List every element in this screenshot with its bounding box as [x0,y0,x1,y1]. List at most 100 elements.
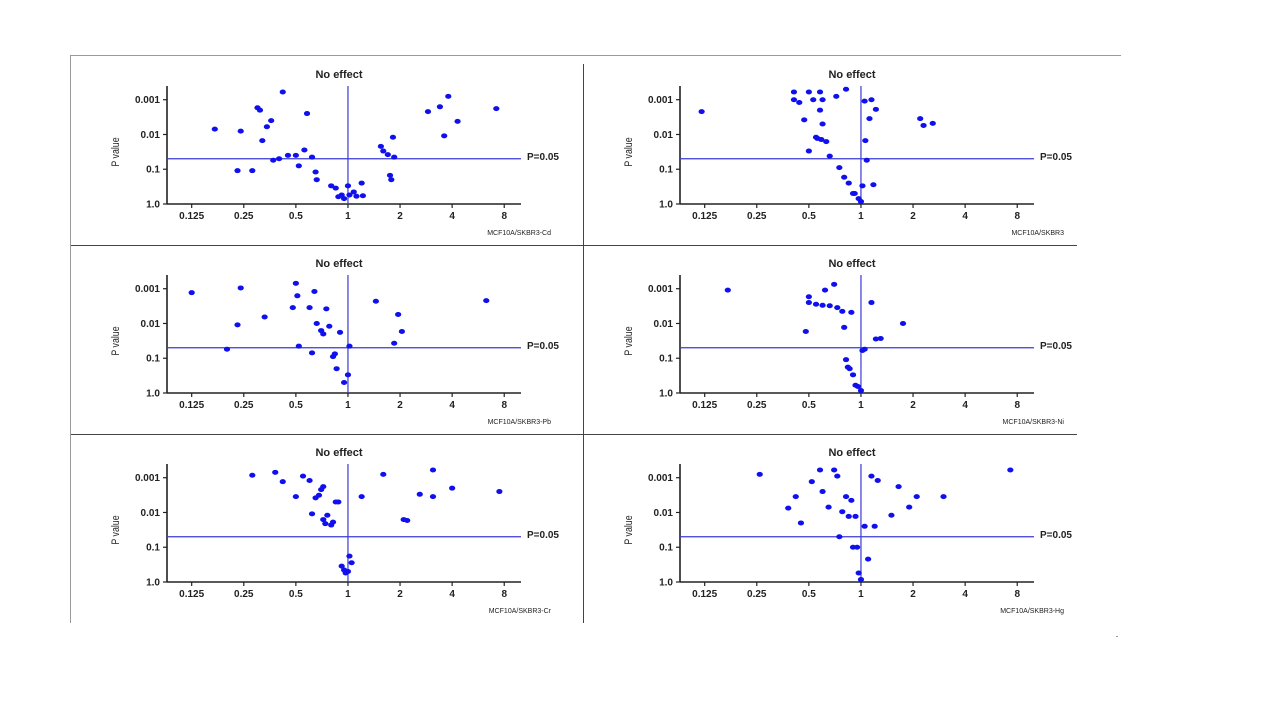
data-point [868,473,875,479]
x-tick-label: 8 [501,211,507,222]
data-point [816,89,824,95]
figure-grid: No effect P value 0.001 0.01 0.1 1.0 0.125 0.25… [70,55,1121,623]
data-point [275,156,283,162]
data-point [836,165,843,171]
data-point [845,513,852,519]
x-tick-label: 4 [449,400,455,411]
data-point [861,98,868,104]
scatter-plot: No effect P value 0.001 0.01 0.1 1.0 0.125 0.25… [623,447,1072,615]
data-point [805,89,812,95]
data-point [380,148,387,154]
data-point [326,323,333,329]
data-point [211,126,218,132]
data-point [868,300,875,306]
y-tick-label: 0.1 [659,165,673,176]
data-point [234,322,241,328]
data-point [335,499,342,505]
data-point [855,570,862,576]
x-tick-label: 8 [501,400,507,411]
data-point [842,86,850,92]
data-point [353,193,360,199]
scatter-plot: No effect P value 0.001 0.01 0.1 1.0 0.125 0.25… [623,69,1072,237]
data-point [872,106,880,112]
x-tick-label: 0.125 [692,589,717,600]
y-tick-label: 0.1 [146,543,160,554]
threshold-label: P=0.05 [1040,341,1072,352]
data-point [336,329,344,335]
panel-divider-horizontal [71,245,1077,246]
data-point [237,285,244,291]
x-tick-label: 0.125 [692,211,717,222]
x-tick-label: 1 [858,589,864,600]
data-point [1007,467,1014,473]
data-point [359,193,367,199]
x-tick-label: 1 [345,400,351,411]
data-point [871,523,878,529]
threshold-label: P=0.05 [527,152,559,163]
data-point [854,544,861,550]
chart-panel: No effect P value 0.001 0.01 0.1 1.0 0.125 0.25… [71,245,584,434]
data-point [816,467,824,473]
data-point [350,189,357,195]
chart-title: No effect [828,69,875,81]
data-point [839,509,846,515]
data-point [895,484,902,490]
data-point [888,512,895,518]
x-tick-label: 2 [910,589,916,600]
x-tick-label: 4 [449,589,455,600]
data-point [449,485,456,491]
scatter-plot: No effect P value 0.001 0.01 0.1 1.0 0.125 0.25… [110,447,559,615]
scatter-plot: No effect P value 0.001 0.01 0.1 1.0 0.125 0.25… [623,258,1072,426]
data-point [845,180,852,186]
x-tick-label: 0.5 [802,589,816,600]
scatter-plot: No effect P value 0.001 0.01 0.1 1.0 0.125 0.25… [110,69,559,237]
y-tick-label: 0.01 [141,319,161,330]
x-tick-label: 4 [449,211,455,222]
data-point [346,343,353,349]
x-tick-label: 0.25 [747,400,767,411]
data-point [395,311,402,317]
data-point [940,494,947,500]
x-tick-label: 1 [858,211,864,222]
data-point [445,93,452,99]
data-point [870,182,877,188]
data-point [341,380,348,386]
data-point [306,477,313,483]
data-point [698,109,705,115]
y-tick-label: 0.01 [654,319,674,330]
data-point [388,177,395,183]
y-tick-label: 0.1 [659,354,673,365]
panel-divider-horizontal [71,434,1077,435]
data-point [862,138,869,144]
data-point [429,467,437,473]
data-point [865,556,872,562]
data-point [313,320,320,326]
data-point [831,281,838,287]
data-point [805,300,812,306]
data-point [812,301,820,307]
y-axis-label: P value [110,137,122,167]
data-point [913,494,920,500]
data-point [292,152,299,158]
x-tick-label: 0.5 [289,400,303,411]
data-point [842,494,850,500]
data-point [338,563,345,569]
y-tick-label: 0.01 [654,130,674,141]
data-point [846,366,853,372]
data-point [323,306,330,312]
data-point [849,372,857,378]
data-point [842,357,850,363]
data-point [825,504,832,510]
threshold-label: P=0.05 [527,530,559,541]
data-point [249,168,256,174]
chart-title: No effect [315,447,362,459]
data-point [223,346,231,352]
data-point [322,521,329,527]
data-point [833,93,840,99]
data-point [389,134,397,140]
data-point [320,484,327,490]
x-tick-label: 0.25 [234,400,254,411]
chart-panel: No effect P value 0.001 0.01 0.1 1.0 0.125 0.25… [584,56,1097,245]
data-point [819,121,826,127]
data-point [301,147,308,153]
